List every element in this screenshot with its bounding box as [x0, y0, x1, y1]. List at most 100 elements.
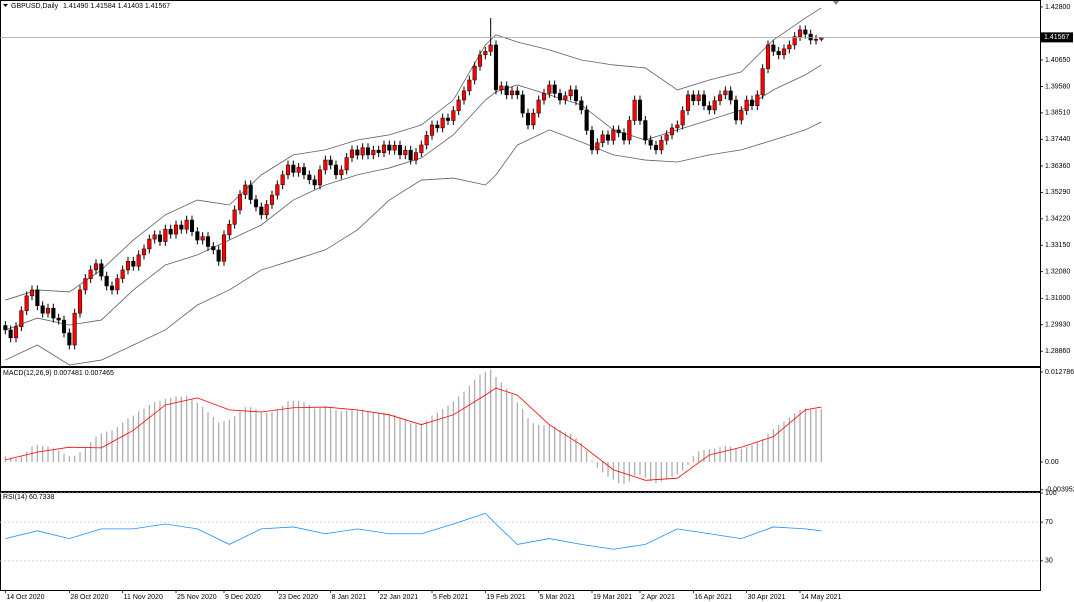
x-tick-label: 30 Apr 2021 [748, 594, 786, 601]
menu-arrow[interactable] [3, 4, 8, 7]
candle-body [184, 219, 189, 230]
candle-body [632, 99, 637, 121]
candle-body [301, 167, 307, 176]
candle-body [365, 147, 371, 156]
candle-body [259, 206, 264, 216]
candle-body [355, 149, 360, 156]
candle-body [291, 164, 296, 173]
candle-body [765, 44, 771, 69]
candle-body [429, 124, 435, 136]
bollinger-lower [5, 121, 822, 366]
candle-body [168, 228, 173, 235]
candle-body [195, 231, 200, 241]
candle-body [317, 169, 323, 186]
candle-body [541, 93, 547, 101]
candle-body [477, 54, 483, 67]
y-tick-label: 1.36360 [1045, 163, 1070, 170]
candle-body [472, 65, 477, 81]
candle-body [781, 48, 787, 56]
candle-body [157, 234, 163, 242]
candle-body [637, 99, 643, 121]
candle-body [131, 261, 136, 267]
candle-body [579, 100, 584, 111]
candle-body [435, 124, 440, 129]
candle-body [205, 236, 211, 247]
candle-body [280, 174, 285, 185]
x-tick-label: 19 Feb 2021 [486, 594, 525, 601]
candle-body [728, 90, 733, 101]
candle-body [813, 39, 819, 41]
candle-body [792, 36, 797, 46]
candle-body [605, 134, 611, 141]
candle-body [536, 99, 541, 114]
candle-body [787, 44, 792, 50]
candle-body [419, 144, 424, 153]
candle-body [691, 94, 696, 102]
candle-body [573, 89, 579, 102]
candle-body [696, 94, 701, 102]
y-tick-label: 1.33150 [1045, 242, 1070, 249]
candle-body [275, 184, 280, 196]
candle-body [664, 134, 669, 141]
y-tick-label: 100 [1045, 490, 1057, 497]
candle-body [67, 332, 72, 346]
y-tick-label: 1.39580 [1045, 83, 1070, 90]
candle-body [51, 307, 56, 319]
candle-body [483, 51, 488, 56]
candle-body [296, 167, 301, 173]
price-pane-border [0, 0, 1041, 367]
price-header: GBPUSD,Daily 1.41490 1.41584 1.41403 1.4… [11, 3, 170, 10]
candle-body [227, 223, 232, 236]
current-price-tag [1041, 32, 1073, 43]
candle-body [712, 100, 717, 111]
candle-body [525, 112, 531, 126]
candle-body [56, 317, 61, 321]
y-tick-label: 1.37440 [1045, 136, 1070, 143]
candle-body [328, 159, 333, 166]
candle-body [147, 238, 152, 250]
candle-body [493, 44, 499, 91]
y-tick-label: 1.42800 [1045, 4, 1070, 11]
shift-marker[interactable] [833, 1, 839, 5]
candle-body [344, 157, 349, 171]
high-label: 1.41584 [90, 3, 115, 10]
x-tick-label: 5 Feb 2021 [433, 594, 469, 601]
candle-body [552, 84, 557, 94]
x-tick-label: 2 Apr 2021 [641, 594, 675, 601]
candle-body [653, 144, 659, 151]
y-tick-label: 30 [1045, 558, 1053, 565]
candle-body [360, 147, 365, 156]
y-tick-label: 0.012786 [1045, 369, 1074, 376]
y-tick-label: 1.28860 [1045, 348, 1070, 355]
candle-body [221, 234, 227, 262]
x-tick-label: 16 Apr 2021 [694, 594, 732, 601]
candle-body [515, 90, 520, 96]
candle-body [669, 127, 675, 136]
current-price-label: 1.41567 [1044, 34, 1069, 41]
candle-body [445, 117, 451, 121]
y-tick-label: -0.003952 [1045, 487, 1074, 494]
x-tick-label: 14 May 2021 [801, 594, 842, 601]
candle-body [659, 140, 664, 151]
candle-body [392, 144, 397, 151]
candle-body [797, 29, 803, 37]
candle-body [200, 236, 205, 241]
candle-body [381, 144, 387, 153]
candle-body [109, 285, 115, 291]
candle-body [557, 93, 563, 101]
candle-body [339, 169, 344, 176]
candle-body [749, 99, 755, 106]
candle-body [755, 94, 760, 106]
candle-body [509, 90, 515, 96]
macd-signal-line [5, 387, 822, 481]
candle-body [520, 94, 525, 114]
candle-body [24, 295, 29, 311]
y-tick-label: 70 [1045, 519, 1053, 526]
candle-body [323, 159, 328, 171]
x-tick-label: 19 Mar 2021 [593, 594, 632, 601]
candle-body [349, 149, 355, 158]
candle-body [723, 90, 728, 96]
candle-body [616, 129, 621, 134]
